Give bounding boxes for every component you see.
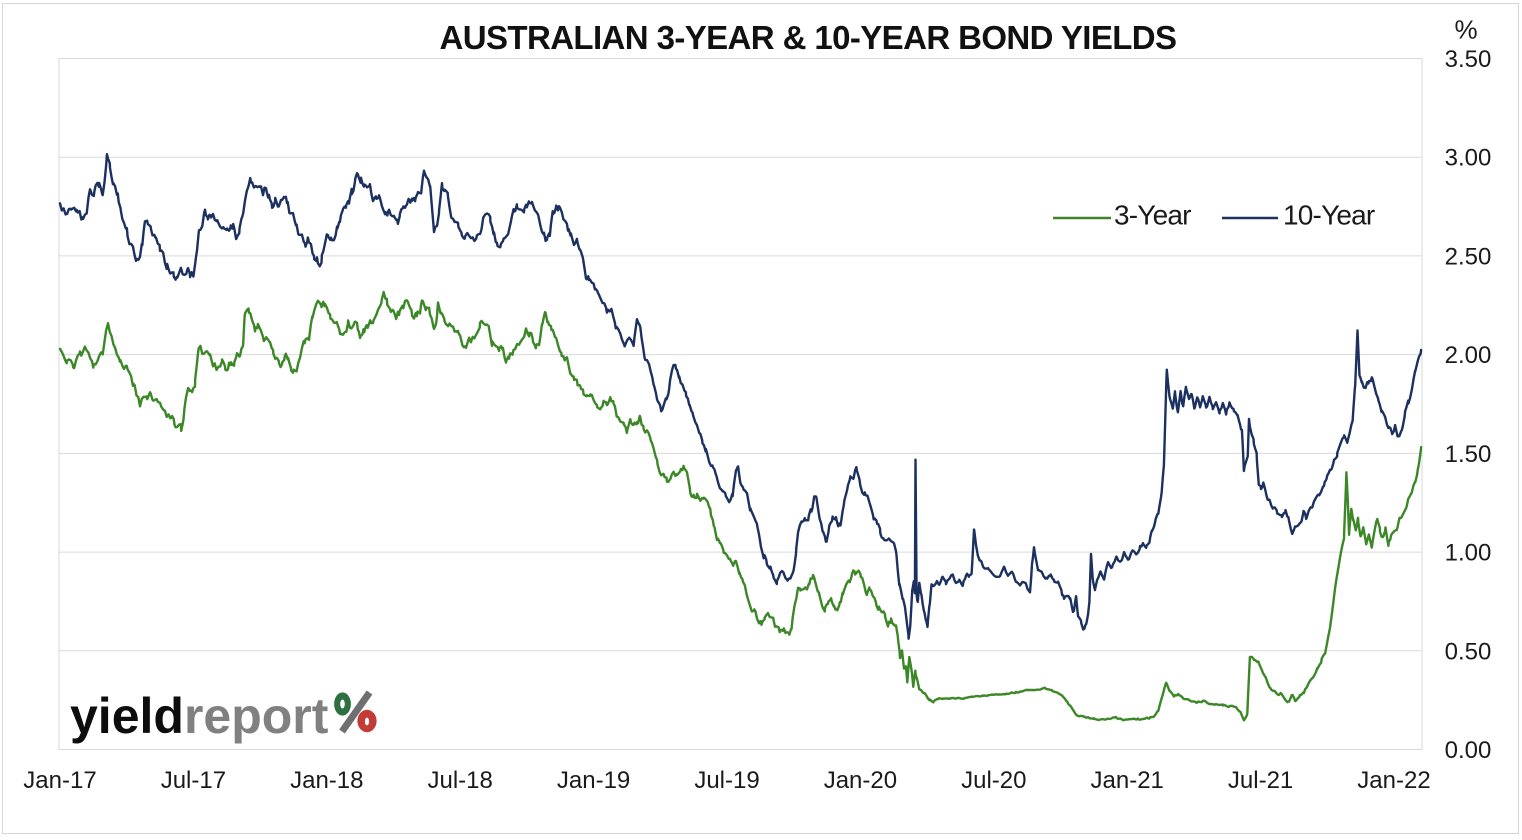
svg-text:Jan-20: Jan-20: [824, 767, 897, 794]
svg-text:Jan-17: Jan-17: [23, 767, 96, 794]
svg-text:Jan-18: Jan-18: [290, 767, 363, 794]
svg-text:Jul-18: Jul-18: [428, 767, 493, 794]
svg-text:3.00: 3.00: [1445, 145, 1492, 172]
svg-text:Jul-19: Jul-19: [694, 767, 759, 794]
svg-text:3.50: 3.50: [1445, 46, 1492, 73]
svg-text:Jul-21: Jul-21: [1228, 767, 1293, 794]
svg-text:Jan-19: Jan-19: [557, 767, 630, 794]
svg-text:10-Year: 10-Year: [1283, 200, 1375, 231]
svg-text:yieldreport: yieldreport: [70, 688, 329, 744]
svg-text:AUSTRALIAN 3-YEAR & 10-YEAR BO: AUSTRALIAN 3-YEAR & 10-YEAR BOND YIELDS: [440, 19, 1177, 56]
svg-text:3-Year: 3-Year: [1114, 200, 1191, 231]
svg-text:1.50: 1.50: [1445, 441, 1492, 468]
svg-text:0.00: 0.00: [1445, 737, 1492, 764]
svg-text:2.50: 2.50: [1445, 243, 1492, 270]
svg-text:0.50: 0.50: [1445, 638, 1492, 665]
svg-text:Jul-17: Jul-17: [161, 767, 226, 794]
svg-text:Jan-22: Jan-22: [1357, 767, 1430, 794]
svg-text:2.00: 2.00: [1445, 342, 1492, 369]
svg-text:Jul-20: Jul-20: [961, 767, 1026, 794]
svg-text:Jan-21: Jan-21: [1091, 767, 1164, 794]
svg-text:%: %: [1454, 15, 1477, 45]
svg-text:1.00: 1.00: [1445, 540, 1492, 567]
